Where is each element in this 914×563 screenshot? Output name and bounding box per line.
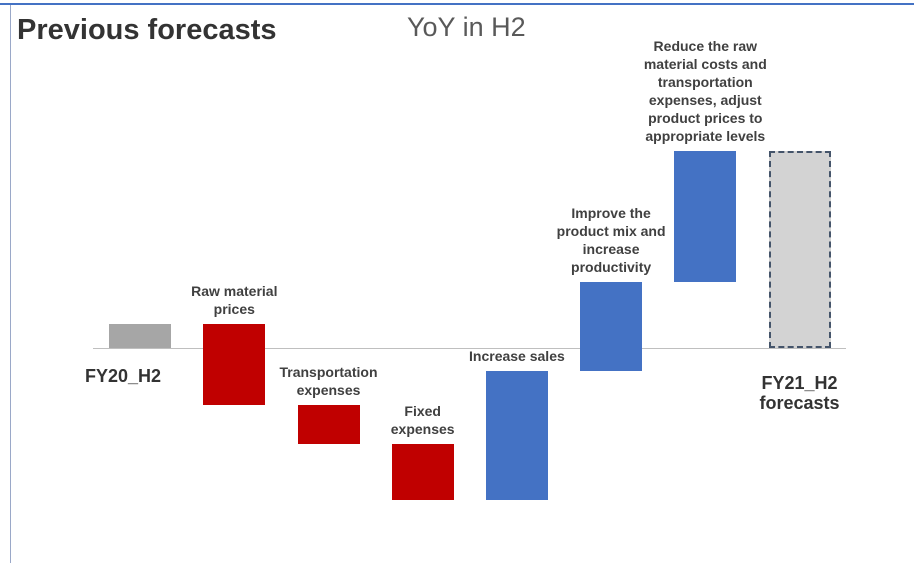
bar (674, 151, 737, 282)
bar (391, 444, 454, 500)
bar (485, 371, 548, 500)
category-label: Reduce the raw material costs and transp… (643, 38, 767, 144)
category-label: FY20_H2 (85, 366, 162, 386)
category-label: Raw material prices (191, 283, 278, 317)
bar (580, 282, 643, 371)
top-border (0, 3, 914, 5)
category-label: Increase sales (469, 348, 565, 364)
bar (109, 324, 172, 348)
category-label: Fixed expenses (390, 403, 455, 437)
bar (203, 324, 266, 405)
bar (768, 151, 831, 348)
chart-title: Previous forecasts (17, 14, 277, 46)
category-label: Transportation expenses (279, 364, 378, 398)
chart-subtitle: YoY in H2 (407, 12, 526, 42)
category-label: FY21_H2 forecasts (759, 373, 840, 413)
category-label: Improve the product mix and increase pro… (556, 205, 666, 275)
bar (297, 405, 360, 444)
baseline (93, 348, 846, 349)
left-border (10, 5, 11, 563)
